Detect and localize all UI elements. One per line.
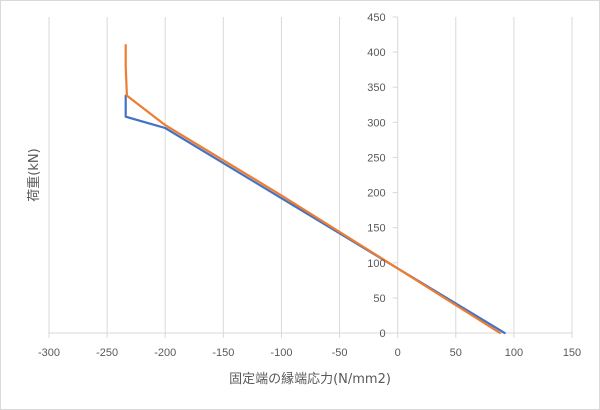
x-tick-label-1: -250 [96, 347, 118, 359]
y-tick-label-2: 100 [367, 258, 385, 270]
series-line-1 [124, 94, 506, 335]
y-tick-label-8: 400 [367, 47, 385, 59]
axes [48, 16, 573, 338]
x-tick-label-0: -300 [38, 347, 60, 359]
y-tick-labels: 0 50 100 150 200 250 300 350 400 450 [367, 12, 385, 340]
x-tick-label-9: 150 [563, 347, 581, 359]
series-line-2 [124, 43, 501, 335]
y-tick-label-1: 50 [373, 293, 385, 305]
x-axis-title: 固定端の縁端応力(N/mm2) [229, 371, 391, 387]
y-tick-label-6: 300 [367, 117, 385, 129]
gridlines [48, 17, 573, 333]
y-tick-label-5: 250 [367, 152, 385, 164]
y-tick-label-4: 200 [367, 188, 385, 200]
y-tick-label-9: 450 [367, 12, 385, 24]
x-tick-label-8: 100 [505, 347, 523, 359]
x-tick-labels: -300 -250 -200 -150 -100 -50 0 50 100 150 [38, 347, 581, 359]
x-tick-label-2: -200 [154, 347, 176, 359]
y-tick-label-7: 350 [367, 82, 385, 94]
x-tick-label-5: -50 [332, 347, 348, 359]
x-tick-label-6: 0 [395, 347, 401, 359]
y-tick-label-0: 0 [380, 328, 386, 340]
series-group [124, 43, 506, 335]
x-tick-label-7: 50 [450, 347, 462, 359]
x-tick-label-3: -150 [212, 347, 234, 359]
y-tick-label-3: 150 [367, 223, 385, 235]
y-axis-title: 荷重(kN) [26, 148, 42, 201]
x-tick-label-4: -100 [270, 347, 292, 359]
